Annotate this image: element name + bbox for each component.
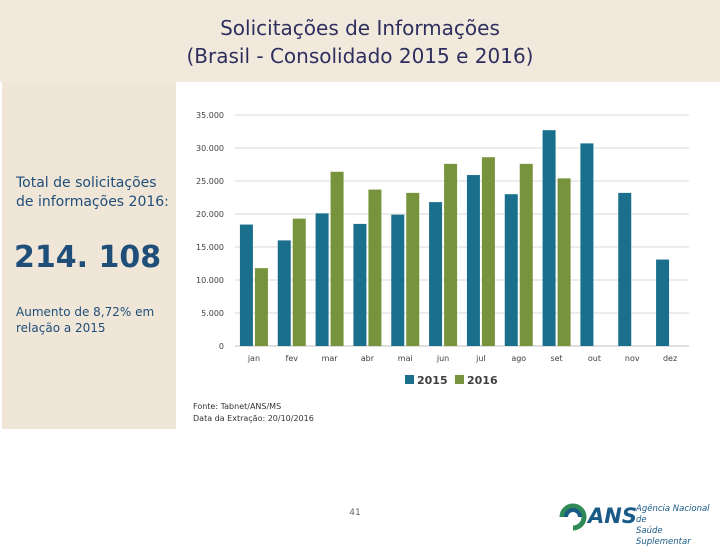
x-tick-label: nov	[625, 354, 640, 363]
bar-2015-ago	[504, 194, 518, 346]
bar-2015-abr	[353, 223, 367, 346]
y-tick-label: 0	[219, 342, 224, 351]
y-tick-label: 5.000	[201, 309, 224, 318]
bar-2015-jan	[239, 224, 253, 346]
summary-total-value: 214. 108	[14, 240, 162, 275]
bar-2015-jun	[429, 202, 443, 346]
source-note: Fonte: Tabnet/ANS/MS Data da Extração: 2…	[193, 401, 314, 425]
legend-label-2015: 2015	[417, 374, 448, 387]
legend-label-2016: 2016	[467, 374, 498, 387]
bar-2016-abr	[368, 189, 382, 346]
summary-panel	[2, 82, 176, 429]
bar-2015-jul	[466, 175, 480, 346]
summary-label: Total de solicitações de informações 201…	[16, 175, 169, 210]
bar-2015-dez	[656, 259, 670, 346]
x-tick-label: abr	[361, 354, 375, 363]
ans-logo-icon	[559, 503, 587, 531]
summary-growth-note: Aumento de 8,72% em relação a 2015	[16, 305, 155, 335]
x-tick-label: jul	[475, 354, 486, 363]
x-tick-label: jan	[247, 354, 260, 363]
y-tick-label: 35.000	[196, 111, 224, 120]
x-tick-label: out	[588, 354, 601, 363]
legend-swatch-2015	[405, 375, 414, 384]
bar-2016-mar	[330, 171, 344, 346]
page-title: Solicitações de Informações (Brasil - Co…	[0, 14, 720, 70]
y-tick-label: 20.000	[196, 210, 224, 219]
y-tick-label: 15.000	[196, 243, 224, 252]
x-tick-label: mai	[398, 354, 413, 363]
bar-2016-jan	[254, 268, 268, 346]
ans-logo: ANS Agência Nacional de Saúde Suplementa…	[558, 500, 714, 547]
bar-2015-fev	[277, 240, 291, 346]
bar-2015-nov	[618, 192, 632, 346]
logo-subtitle-line-2: Saúde Suplementar	[636, 526, 691, 547]
bar-2016-jun	[444, 163, 458, 346]
logo-subtitle-line-1: Agência Nacional de	[636, 504, 710, 525]
y-tick-label: 30.000	[196, 144, 224, 153]
x-tick-label: ago	[511, 354, 526, 363]
bar-2015-mar	[315, 213, 329, 346]
title-line-2: (Brasil - Consolidado 2015 e 2016)	[186, 44, 534, 68]
x-tick-label: set	[550, 354, 562, 363]
source-line-2: Data da Extração: 20/10/2016	[193, 414, 314, 423]
title-line-1: Solicitações de Informações	[220, 16, 500, 40]
bar-2016-mai	[406, 192, 420, 346]
page-number: 41	[349, 508, 361, 518]
bar-2016-fev	[292, 218, 306, 346]
legend-swatch-2016	[455, 375, 464, 384]
logo-subtitle: Agência Nacional de Saúde Suplementar	[636, 504, 716, 548]
x-tick-label: jun	[436, 354, 449, 363]
source-line-1: Fonte: Tabnet/ANS/MS	[193, 402, 282, 411]
bar-2015-mai	[391, 214, 405, 346]
bar-2016-jul	[481, 157, 495, 346]
x-tick-label: mar	[322, 354, 339, 363]
x-tick-label: fev	[286, 354, 299, 363]
y-tick-label: 10.000	[196, 276, 224, 285]
bar-2015-set	[542, 130, 556, 346]
y-tick-label: 25.000	[196, 177, 224, 186]
bar-2016-ago	[519, 163, 533, 346]
bar-2016-set	[557, 178, 571, 346]
x-tick-label: dez	[663, 354, 677, 363]
bar-2015-out	[580, 143, 594, 346]
header-band	[0, 0, 720, 82]
logo-text: ANS	[588, 504, 637, 528]
